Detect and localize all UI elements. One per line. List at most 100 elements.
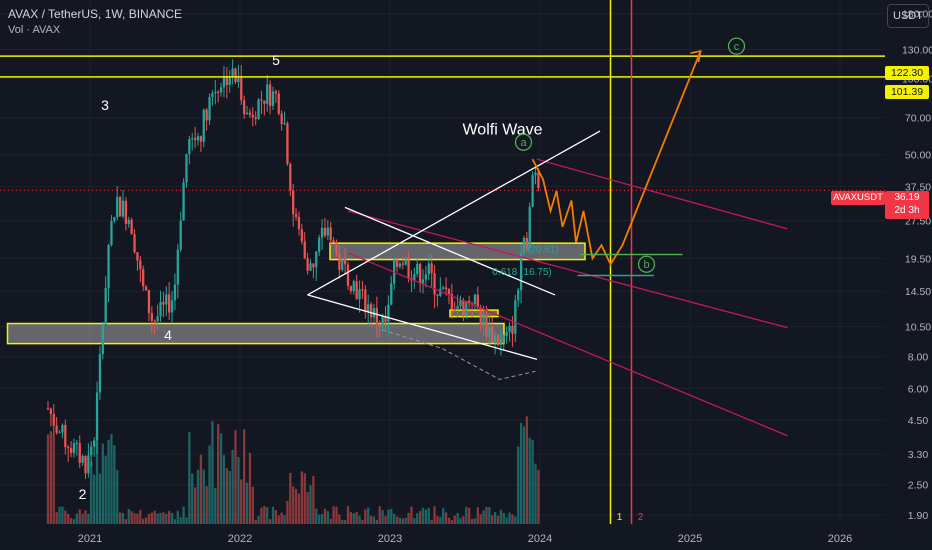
candle-body xyxy=(358,289,361,300)
candle-body xyxy=(182,182,185,221)
volume-bar xyxy=(225,468,228,524)
volume-bar xyxy=(323,508,327,524)
dashed-projection-line xyxy=(382,329,536,380)
candle-body xyxy=(173,284,177,301)
volume-bar xyxy=(329,518,332,524)
candle-body xyxy=(240,76,243,101)
volume-bar xyxy=(214,488,217,524)
price-tick-label: 37.50 xyxy=(905,181,931,193)
volume-bar xyxy=(473,518,477,524)
pattern-title: Wolfi Wave xyxy=(462,122,542,139)
volume-bar xyxy=(343,519,347,524)
candle-body xyxy=(433,273,436,295)
volume-bar xyxy=(162,512,165,524)
candle-body xyxy=(234,68,237,83)
candle-body xyxy=(418,263,422,284)
volume-bar xyxy=(121,513,125,524)
volume-bar xyxy=(332,506,335,524)
candle-body xyxy=(69,448,73,453)
volume-bar xyxy=(444,512,448,524)
volume-bar xyxy=(410,506,413,524)
vertical-marker-label: 1 xyxy=(617,512,623,523)
candle-body xyxy=(384,316,387,322)
volume-bar xyxy=(116,469,119,524)
candle-body xyxy=(133,234,136,253)
volume-bar xyxy=(453,515,456,524)
candle-body xyxy=(280,113,283,124)
volume-indicator-label[interactable]: Vol · AVAX xyxy=(8,24,61,36)
candle-body xyxy=(341,258,344,270)
volume-bar xyxy=(243,429,246,524)
candle-body xyxy=(508,325,511,332)
candle-body xyxy=(312,263,315,268)
candle-body xyxy=(453,309,456,311)
candle-body xyxy=(502,336,505,339)
volume-bar xyxy=(185,517,188,524)
candle-body xyxy=(346,264,350,286)
current-price-tag: 36.19 2d 3h xyxy=(885,191,929,219)
candle-body xyxy=(150,313,153,321)
volume-bar xyxy=(211,421,214,524)
volume-bar xyxy=(219,433,223,524)
candle-body xyxy=(407,259,410,278)
candle-body xyxy=(442,287,445,289)
candle-body xyxy=(248,112,252,115)
candle-body xyxy=(185,154,188,183)
volume-bar xyxy=(404,517,407,524)
candle-body xyxy=(456,306,459,310)
candle-body xyxy=(338,253,341,270)
candle-body xyxy=(87,455,90,474)
currency-unit-button[interactable]: USDT xyxy=(887,4,929,28)
volume-bar xyxy=(315,508,318,524)
volume-bar xyxy=(294,488,298,524)
candle-body xyxy=(534,172,537,175)
candle-body xyxy=(473,294,477,305)
volume-bar xyxy=(430,519,433,524)
candle-body xyxy=(398,263,402,267)
volume-bar xyxy=(528,437,531,524)
volume-bar xyxy=(436,516,439,524)
candle-body xyxy=(90,446,93,456)
volume-bar xyxy=(188,432,191,524)
volume-bar xyxy=(228,470,231,524)
volume-bar xyxy=(69,517,73,524)
candle-body xyxy=(511,325,514,334)
volume-bar xyxy=(456,512,459,524)
volume-bar xyxy=(52,434,55,524)
candle-body xyxy=(335,242,338,254)
candle-body xyxy=(355,281,358,300)
volume-bar xyxy=(312,475,315,524)
candle-body xyxy=(254,117,257,120)
volume-bar xyxy=(153,510,156,524)
volume-bar xyxy=(205,486,208,524)
volume-bar xyxy=(375,519,378,524)
candle-body xyxy=(116,196,119,218)
volume-bar xyxy=(482,510,485,524)
volume-bar xyxy=(387,509,390,524)
candle-body xyxy=(67,447,70,449)
candle-body xyxy=(517,290,520,301)
candle-body xyxy=(81,455,84,463)
candle-body xyxy=(378,324,381,327)
volume-bar xyxy=(499,509,503,524)
candle-body xyxy=(387,304,390,322)
volume-bar xyxy=(346,506,350,524)
candle-body xyxy=(303,241,306,259)
volume-bar xyxy=(381,510,384,524)
volume-bar xyxy=(277,515,280,524)
volume-bar xyxy=(367,507,370,524)
fib-annotation: 0.618 (16.75) xyxy=(492,267,552,278)
volume-bar xyxy=(84,510,87,524)
candle-body xyxy=(214,91,217,94)
volume-bar xyxy=(95,434,99,524)
candle-body xyxy=(390,283,393,305)
volume-bar xyxy=(280,512,283,524)
volume-bar xyxy=(286,500,289,524)
volume-bar xyxy=(433,506,436,524)
volume-bar xyxy=(118,512,122,524)
volume-bar xyxy=(514,516,517,524)
volume-bar xyxy=(266,507,269,524)
price-tick-label: 70.00 xyxy=(905,113,931,125)
